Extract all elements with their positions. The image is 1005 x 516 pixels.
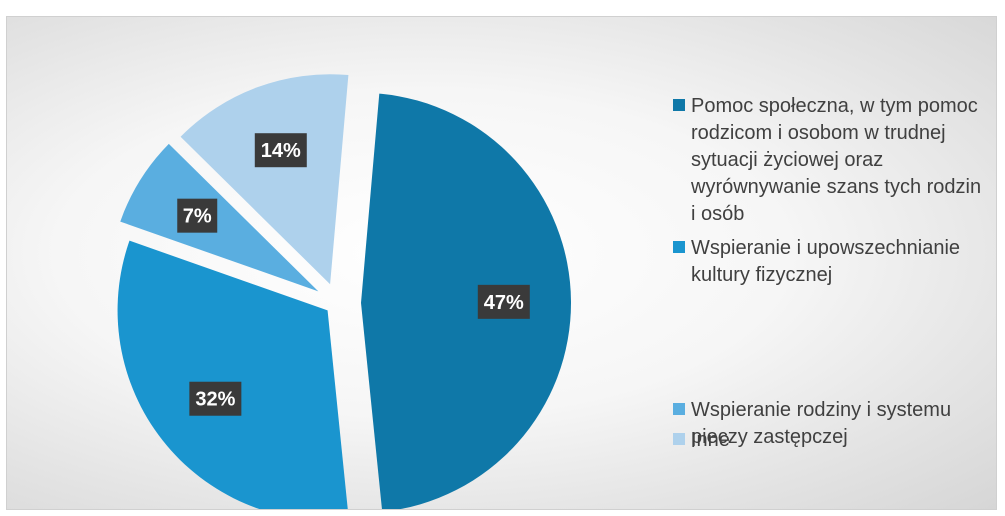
data-label-box bbox=[254, 133, 307, 168]
data-label: 14% bbox=[254, 133, 307, 168]
legend-swatch bbox=[673, 99, 685, 111]
pie-slice bbox=[360, 93, 571, 509]
data-label-text: 14% bbox=[261, 140, 301, 162]
legend-label: Wspieranie rodziny i systemu pieczy zast… bbox=[691, 399, 952, 448]
data-label: 7% bbox=[177, 198, 218, 233]
pie-chart: 47% 32% 7% 14% bbox=[117, 74, 571, 509]
legend-label: Inne bbox=[691, 429, 730, 451]
data-label: 47% bbox=[477, 284, 530, 319]
legend-item: Wspieranie i upowszechnianie kultury fiz… bbox=[673, 235, 989, 289]
chart-frame: 47% 32% 7% 14% Pomoc społeczna, w tym pomoc… bbox=[6, 16, 997, 510]
pie-slice bbox=[120, 143, 319, 292]
data-label-text: 7% bbox=[183, 206, 212, 228]
data-label-box bbox=[477, 284, 530, 319]
legend-label: Wspieranie i upowszechnianie kultury fiz… bbox=[691, 237, 961, 286]
legend-item: Inne bbox=[673, 427, 989, 454]
pie-slice bbox=[180, 74, 349, 285]
legend-swatch bbox=[673, 241, 685, 253]
data-label: 32% bbox=[189, 381, 242, 416]
legend-item: Wspieranie rodziny i systemu pieczy zast… bbox=[673, 397, 989, 451]
data-label-text: 47% bbox=[484, 292, 524, 314]
data-label-box bbox=[189, 381, 242, 416]
legend-swatch bbox=[673, 433, 685, 445]
data-label-box bbox=[177, 198, 218, 233]
legend-label: Pomoc społeczna, w tym pomoc rodzicom i … bbox=[691, 95, 982, 225]
pie-slice bbox=[117, 240, 348, 509]
legend-item: Pomoc społeczna, w tym pomoc rodzicom i … bbox=[673, 93, 989, 228]
legend-swatch bbox=[673, 403, 685, 415]
data-label-text: 32% bbox=[195, 389, 235, 411]
